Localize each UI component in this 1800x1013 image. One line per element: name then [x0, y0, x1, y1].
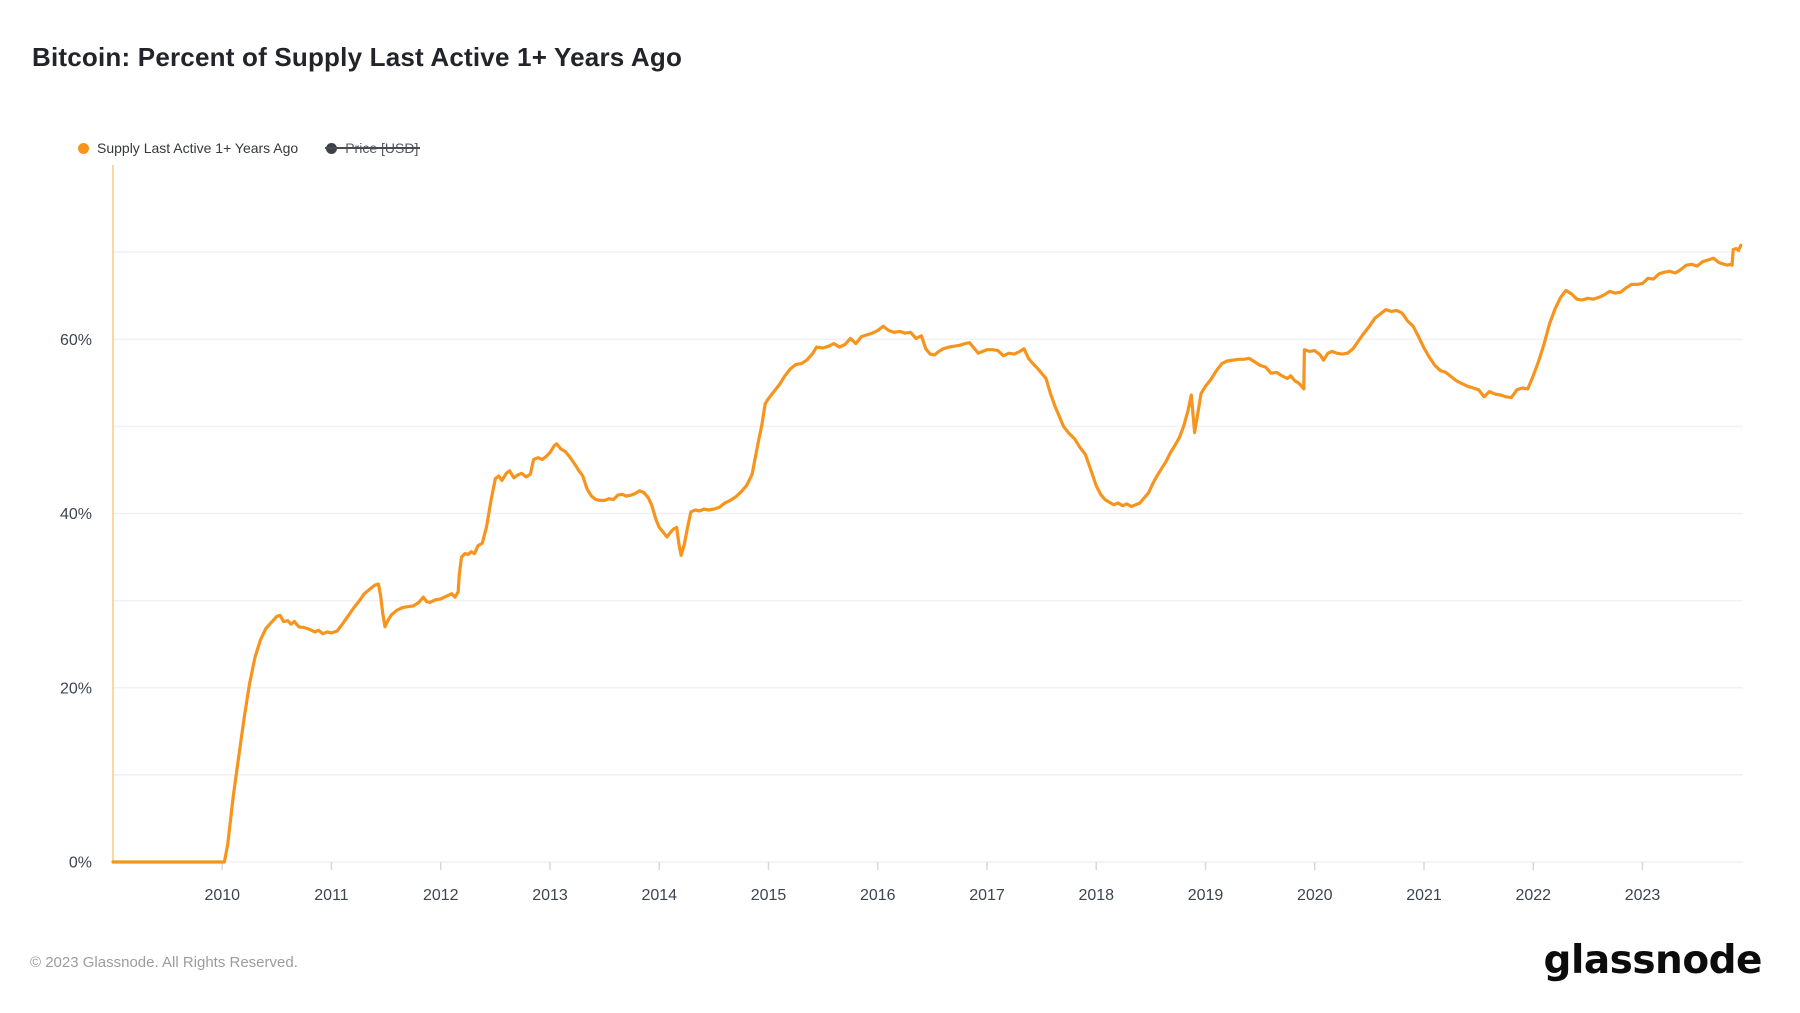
svg-text:2013: 2013 [532, 887, 568, 904]
svg-text:2023: 2023 [1625, 887, 1661, 904]
svg-text:2015: 2015 [751, 887, 787, 904]
svg-text:2016: 2016 [860, 887, 896, 904]
page-title: Bitcoin: Percent of Supply Last Active 1… [32, 42, 683, 72]
y-gridlines [113, 251, 1743, 863]
svg-text:2017: 2017 [969, 887, 1005, 904]
x-axis-labels: 2010 2011 2012 2013 2014 2015 2016 2017 2018 2019… [204, 887, 1660, 904]
svg-text:0%: 0% [69, 855, 92, 872]
x-axis-ticks [221, 862, 1644, 870]
svg-text:2010: 2010 [204, 887, 240, 904]
legend-item-supply-last-active[interactable]: Supply Last Active 1+ Years Ago [78, 140, 298, 156]
svg-text:2021: 2021 [1406, 887, 1442, 904]
svg-text:2019: 2019 [1188, 887, 1224, 904]
svg-text:60%: 60% [60, 332, 92, 349]
legend-item-price-usd[interactable]: Price [USD] [325, 140, 421, 156]
svg-text:20%: 20% [60, 680, 92, 697]
series-dot-icon [78, 142, 89, 154]
series-line-supply-last-active [111, 243, 1743, 864]
y-axis-labels: 0% 20% 40% 60% [60, 332, 92, 872]
svg-text:40%: 40% [60, 506, 92, 523]
series-dot-icon [326, 142, 338, 154]
svg-text:2018: 2018 [1078, 887, 1114, 904]
svg-text:2012: 2012 [423, 887, 459, 904]
copyright-text: © 2023 Glassnode. All Rights Reserved. [30, 954, 298, 971]
chart-legend: Supply Last Active 1+ Years Ago Price [U… [78, 140, 421, 156]
svg-text:2022: 2022 [1515, 887, 1551, 904]
legend-label: Price [USD] [345, 140, 419, 156]
glassnode-logo: glassnode [1543, 938, 1763, 983]
svg-text:2020: 2020 [1297, 887, 1333, 904]
svg-text:2014: 2014 [641, 887, 677, 904]
legend-label: Supply Last Active 1+ Years Ago [97, 140, 299, 156]
svg-text:2011: 2011 [314, 887, 349, 904]
